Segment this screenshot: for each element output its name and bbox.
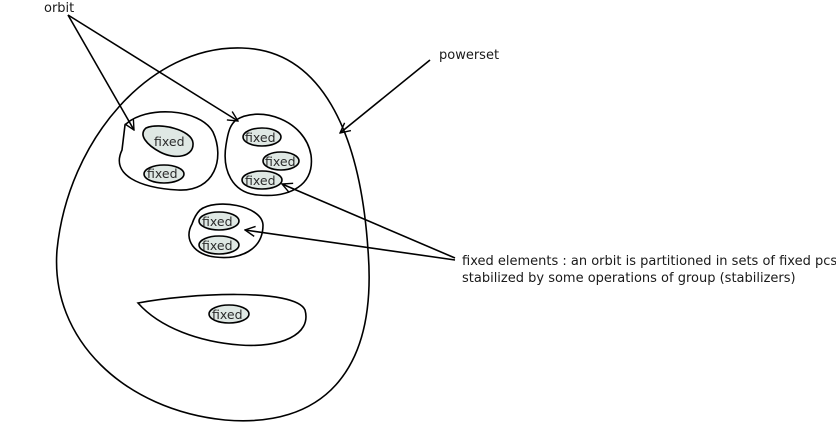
fixed-set-3b	[198, 235, 240, 255]
fixed-label-4a: fixed	[212, 307, 243, 322]
orbit-arrow-right	[67, 14, 238, 121]
fixed-set-1a	[142, 125, 194, 158]
fixed-label-2b: fixed	[265, 154, 296, 169]
powerset-boundary	[55, 47, 370, 422]
orbit-region-1	[118, 110, 219, 191]
fixed-label-1b: fixed	[147, 166, 178, 181]
fixed-set-2b	[262, 151, 300, 171]
fixed-set-2a	[242, 127, 282, 147]
fixed-label-2c: fixed	[245, 173, 276, 188]
orbit-region-4	[136, 293, 307, 347]
fixed-set-1b	[143, 164, 185, 184]
fixed-label-2a: fixed	[245, 130, 276, 145]
orbit-region-3	[188, 203, 264, 259]
orbit-region-2	[224, 113, 313, 197]
fixed-label-3a: fixed	[202, 214, 233, 229]
fixed-arrow-lower	[245, 230, 456, 261]
fixed-label-1a: fixed	[154, 134, 185, 149]
fixed-label-3b: fixed	[202, 238, 233, 253]
orbit-arrow-left	[67, 14, 134, 130]
powerset-arrow	[340, 59, 431, 133]
powerset-label: powerset	[439, 48, 499, 63]
fixed-set-2c	[241, 170, 283, 190]
fixed-set-4a	[208, 304, 250, 324]
fixed-set-3a	[198, 211, 240, 231]
fixed-note-line1: fixed elements : an orbit is partitioned…	[462, 254, 836, 269]
fixed-note-line2: stabilized by some operations of group (…	[462, 271, 796, 286]
fixed-arrow-upper	[282, 184, 456, 259]
orbit-label: orbit	[44, 1, 74, 16]
